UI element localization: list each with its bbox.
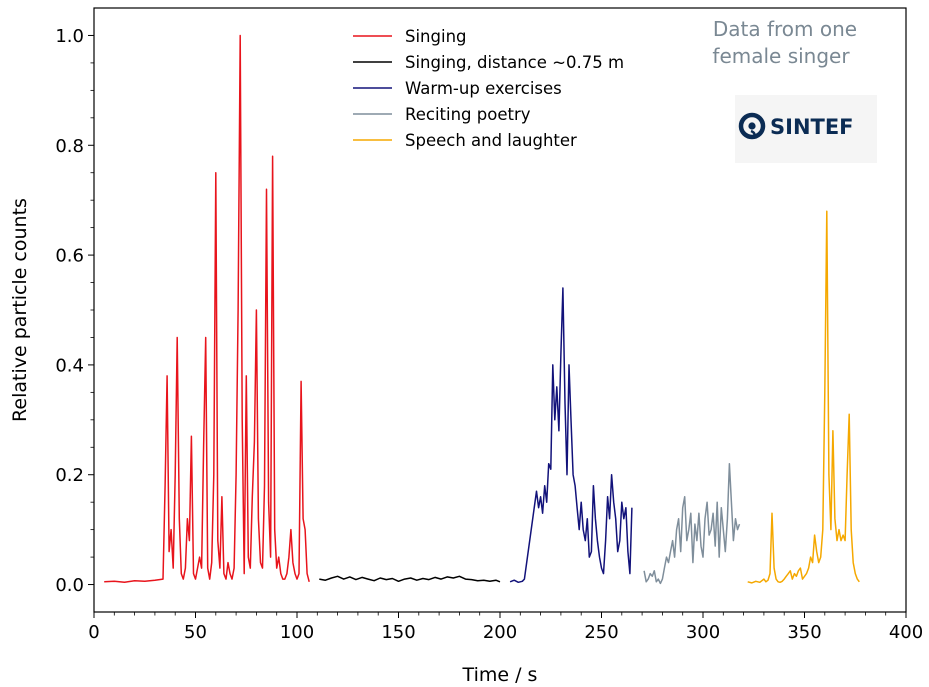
ticks-group: 0 50 100 150 200 250 300 350 400 0.0 0.2 0.4 0.6 0.8 1… <box>55 26 923 643</box>
annotation-line-2: female singer <box>712 44 850 68</box>
y-tick-label: 0.4 <box>55 355 84 376</box>
x-tick-label: 50 <box>184 622 207 643</box>
series-line-speech-and-laughter <box>747 210 860 584</box>
x-tick-label: 100 <box>280 622 314 643</box>
series-group <box>104 34 860 585</box>
legend-label-singing: Singing <box>405 27 467 46</box>
x-tick-label: 350 <box>787 622 821 643</box>
x-tick-label: 200 <box>483 622 517 643</box>
logo-background <box>735 95 877 163</box>
sintef-logo-icon <box>738 112 766 140</box>
series-line-singing <box>104 34 310 584</box>
series-line-singing-distance-0-75-m <box>319 575 501 583</box>
legend: Singing Singing, distance ~0.75 m Warm-up … <box>353 27 624 150</box>
y-tick-label: 0.6 <box>55 246 84 267</box>
logo-text: SINTEF <box>770 115 854 139</box>
x-tick-label: 150 <box>381 622 415 643</box>
x-axis-label: Time / s <box>462 664 538 686</box>
series-line-warm-up-exercises <box>509 287 633 584</box>
series-line-reciting-poetry <box>643 462 741 585</box>
y-axis-label: Relative particle counts <box>9 198 31 422</box>
x-tick-label: 300 <box>686 622 720 643</box>
x-tick-label: 0 <box>88 622 99 643</box>
y-tick-label: 0.2 <box>55 465 84 486</box>
legend-label-reciting-poetry: Reciting poetry <box>405 105 531 124</box>
legend-label-speech-and-laughter: Speech and laughter <box>405 131 577 150</box>
y-tick-label: 0.8 <box>55 136 84 157</box>
y-tick-label: 1.0 <box>55 26 84 47</box>
annotation-line-1: Data from one <box>713 17 857 41</box>
x-tick-label: 400 <box>889 622 923 643</box>
y-tick-label: 0.0 <box>55 575 84 596</box>
legend-label-singing-distance-0-75-m: Singing, distance ~0.75 m <box>405 53 624 72</box>
sintef-logo: SINTEF <box>735 95 877 163</box>
legend-label-warm-up-exercises: Warm-up exercises <box>405 79 562 98</box>
x-tick-label: 250 <box>584 622 618 643</box>
